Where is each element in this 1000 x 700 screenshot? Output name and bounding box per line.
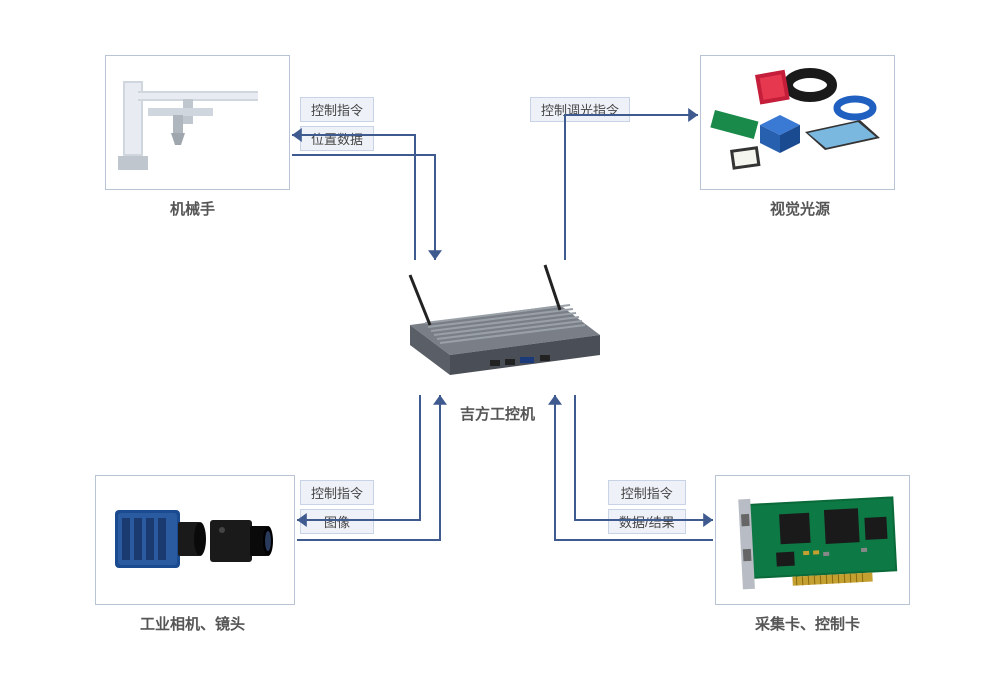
node-light-label: 视觉光源: [770, 198, 830, 219]
edge-label: 控制调光指令: [530, 97, 630, 122]
node-card-label: 采集卡、控制卡: [755, 613, 860, 634]
center-label: 吉方工控机: [460, 403, 535, 424]
industrial-pc-icon: [380, 245, 620, 395]
robot-arm-icon: [113, 63, 283, 183]
edge-label: 数据/结果: [608, 509, 686, 534]
edge-labels-camera: 控制指令 图像: [300, 480, 374, 534]
edge-label: 控制指令: [608, 480, 686, 505]
node-camera-label: 工业相机、镜头: [140, 613, 245, 634]
edge-labels-card: 控制指令 数据/结果: [608, 480, 686, 534]
edge-label: 控制指令: [300, 480, 374, 505]
node-card: [715, 475, 910, 605]
edge-labels-robot: 控制指令 位置数据: [300, 97, 374, 151]
node-robot-label: 机械手: [170, 198, 215, 219]
industrial-camera-icon: [100, 480, 290, 600]
capture-card-icon: [720, 480, 905, 600]
edge-label: 图像: [300, 509, 374, 534]
center-device: [380, 245, 620, 395]
node-robot: [105, 55, 290, 190]
edge-label: 位置数据: [300, 126, 374, 151]
edge-label: 控制指令: [300, 97, 374, 122]
edge-labels-light: 控制调光指令: [530, 97, 630, 122]
vision-lights-icon: [705, 60, 890, 185]
node-camera: [95, 475, 295, 605]
node-light: [700, 55, 895, 190]
